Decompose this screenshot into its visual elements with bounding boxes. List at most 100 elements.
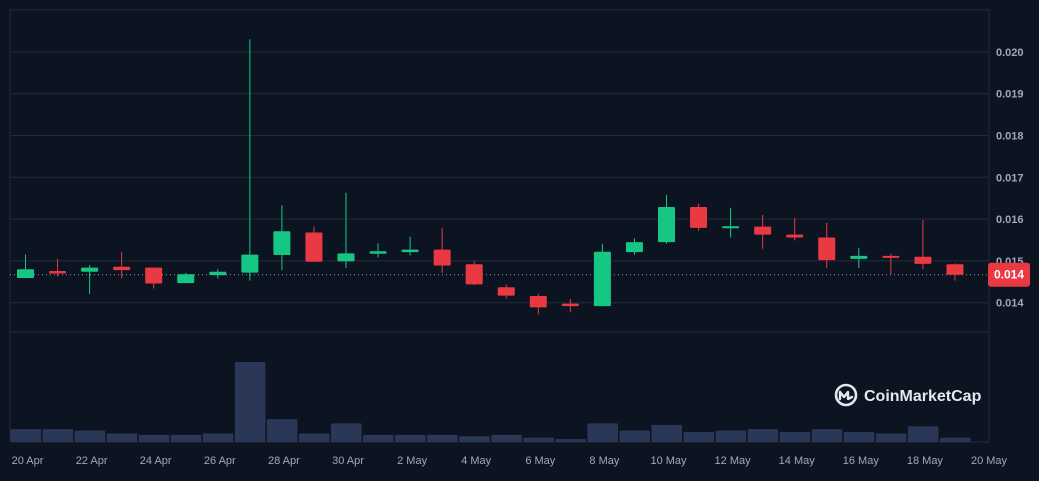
volume-bar [266, 419, 298, 442]
x-tick-label: 6 May [525, 455, 555, 467]
volume-bar [427, 434, 458, 442]
candle [946, 263, 964, 281]
volume-bar [747, 429, 779, 442]
volume-bar [523, 437, 554, 442]
volume-bar [683, 432, 715, 442]
candle-body [593, 251, 611, 307]
candle-body [914, 256, 932, 264]
candle [882, 253, 900, 275]
candle-body [81, 267, 99, 272]
x-tick-label: 12 May [715, 455, 752, 467]
volume-bar [395, 434, 426, 442]
volume-bar [619, 430, 650, 442]
volume-bar [459, 436, 490, 442]
x-tick-label: 8 May [589, 455, 619, 467]
volume-bars [10, 362, 971, 442]
candle-body [401, 249, 419, 253]
x-tick-label: 28 Apr [268, 455, 300, 467]
candle [177, 273, 195, 284]
y-tick-label: 0.020 [996, 47, 1024, 59]
candle [369, 243, 387, 258]
y-tick-label: 0.019 [996, 89, 1024, 101]
candle [401, 236, 419, 256]
volume-bar [875, 433, 907, 442]
volume-bar [234, 362, 266, 442]
x-tick-label: 2 May [397, 455, 427, 467]
volume-bar [491, 434, 522, 442]
candle [850, 247, 868, 269]
candle-body [946, 264, 964, 275]
candle-body [305, 232, 323, 262]
y-tick-label: 0.016 [996, 214, 1024, 226]
candle-body [786, 234, 804, 238]
candle [497, 284, 515, 299]
volume-bar [715, 430, 747, 442]
candle [49, 258, 67, 277]
candle-body [561, 303, 579, 307]
candle [433, 228, 451, 274]
candle [658, 194, 675, 244]
candle [81, 265, 99, 294]
x-tick-label: 4 May [461, 455, 491, 467]
candle [113, 252, 131, 279]
watermark-text: CoinMarketCap [864, 388, 982, 405]
volume-bar [106, 433, 138, 442]
candle [145, 267, 163, 289]
x-tick-label: 22 Apr [76, 455, 108, 467]
y-tick-label: 0.014 [996, 298, 1024, 310]
volume-bar [651, 424, 683, 442]
candle [593, 243, 611, 307]
y-tick-label: 0.017 [996, 172, 1024, 184]
candle-body [529, 296, 547, 308]
candle [305, 226, 323, 263]
candle [241, 39, 259, 281]
candle [273, 205, 291, 271]
volume-bar [74, 430, 106, 442]
candle-body [209, 271, 227, 276]
x-tick-label: 10 May [650, 455, 687, 467]
volume-bar [170, 434, 202, 442]
candle [818, 222, 836, 269]
candle-body [754, 226, 772, 235]
x-tick-label: 20 May [971, 455, 1008, 467]
candle [561, 298, 579, 313]
candle-body [17, 269, 34, 279]
candle [465, 260, 483, 286]
y-tick-label: 0.018 [996, 130, 1024, 142]
candle [722, 207, 740, 238]
candle-body [690, 206, 708, 228]
candle [625, 238, 643, 255]
candle-body [273, 231, 291, 256]
candle [914, 219, 932, 269]
x-tick-label: 14 May [779, 455, 816, 467]
volume-bar [811, 429, 843, 442]
volume-bar [779, 432, 811, 442]
candle [337, 192, 355, 269]
x-tick-label: 26 Apr [204, 455, 236, 467]
volume-bar [10, 429, 42, 442]
volume-bar [298, 433, 330, 442]
candle [754, 214, 772, 249]
candle-body [497, 287, 515, 296]
current-price-label: 0.014 [994, 268, 1024, 282]
candle-body [433, 249, 451, 266]
volume-bar [843, 432, 875, 442]
candle-body [177, 274, 195, 284]
volume-bar [939, 437, 971, 442]
candle-body [882, 255, 900, 258]
volume-bar [363, 434, 394, 442]
candle-body [658, 206, 675, 243]
volume-bar [42, 429, 74, 442]
candle-body [625, 242, 643, 253]
watermark: CoinMarketCap [834, 383, 982, 407]
x-tick-label: 30 Apr [332, 455, 364, 467]
volume-bar [202, 433, 234, 442]
candle-body [145, 267, 163, 284]
volume-bar [555, 439, 586, 442]
x-tick-label: 18 May [907, 455, 944, 467]
candle-body [49, 270, 67, 274]
candle-body [465, 264, 483, 285]
